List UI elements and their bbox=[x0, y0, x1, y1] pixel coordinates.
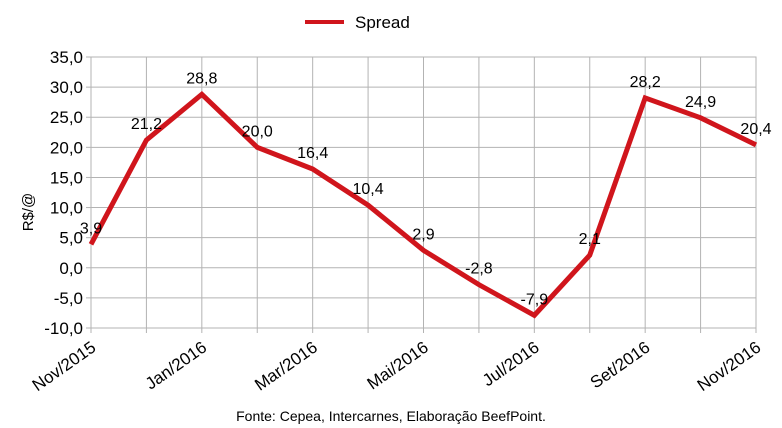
data-label: 10,4 bbox=[353, 181, 384, 198]
series-lines bbox=[88, 90, 758, 319]
x-tick-labels: Nov/2015 Jan/2016 Mar/2016 Mai/2016 Jul/2016… bbox=[29, 338, 765, 395]
x-tick-label: Nov/2015 bbox=[29, 338, 100, 395]
x-tick-label: Jan/2016 bbox=[142, 338, 210, 394]
series-line-spread bbox=[88, 90, 758, 319]
x-tick-label: Nov/2016 bbox=[694, 338, 765, 395]
x-tick-label: Set/2016 bbox=[587, 338, 654, 393]
source-note: Fonte: Cepea, Intercarnes, Elaboração Be… bbox=[236, 408, 546, 424]
data-label: 2,1 bbox=[579, 231, 601, 248]
y-tick-labels: -10,0 -5,0 0,0 5,0 10,0 15,0 20,0 25,0 30,0 35,0 bbox=[44, 48, 83, 338]
y-tick-label: 10,0 bbox=[50, 199, 83, 218]
legend-label-spread: Spread bbox=[355, 13, 410, 32]
grid-lines bbox=[90, 56, 757, 333]
data-label: 28,8 bbox=[186, 70, 217, 87]
data-label: 3,9 bbox=[80, 220, 102, 237]
y-tick-label: 25,0 bbox=[50, 108, 83, 127]
y-tick-label: 20,0 bbox=[50, 138, 83, 157]
plot-area-border bbox=[90, 56, 757, 329]
x-tick-label: Jul/2016 bbox=[479, 338, 543, 390]
data-label: 20,4 bbox=[740, 121, 771, 138]
data-label: -2,8 bbox=[465, 261, 493, 278]
y-tick-label: 0,0 bbox=[59, 259, 83, 278]
x-tick-label: Mar/2016 bbox=[251, 338, 321, 395]
legend: Spread bbox=[305, 13, 410, 32]
data-label: 21,2 bbox=[131, 116, 162, 133]
data-labels: 3,9 21,2 28,8 20,0 16,4 10,4 2,9 -2,8 -7,9 2,1 28,… bbox=[80, 70, 772, 308]
x-tick-label: Mai/2016 bbox=[364, 338, 432, 394]
data-label: 2,9 bbox=[412, 226, 434, 243]
y-axis-label: R$/@ bbox=[20, 193, 37, 232]
y-tick-label: 5,0 bbox=[59, 229, 83, 248]
y-tick-label: -10,0 bbox=[44, 319, 83, 338]
y-tick-label: -5,0 bbox=[54, 289, 83, 308]
y-tick-label: 15,0 bbox=[50, 168, 83, 187]
data-label: 20,0 bbox=[242, 123, 273, 140]
data-label: -7,9 bbox=[521, 291, 549, 308]
y-tick-label: 30,0 bbox=[50, 78, 83, 97]
data-label: 16,4 bbox=[297, 145, 328, 162]
axes bbox=[86, 56, 757, 329]
y-tick-label: 35,0 bbox=[50, 48, 83, 67]
data-label: 28,2 bbox=[630, 74, 661, 91]
data-label: 24,9 bbox=[685, 94, 716, 111]
